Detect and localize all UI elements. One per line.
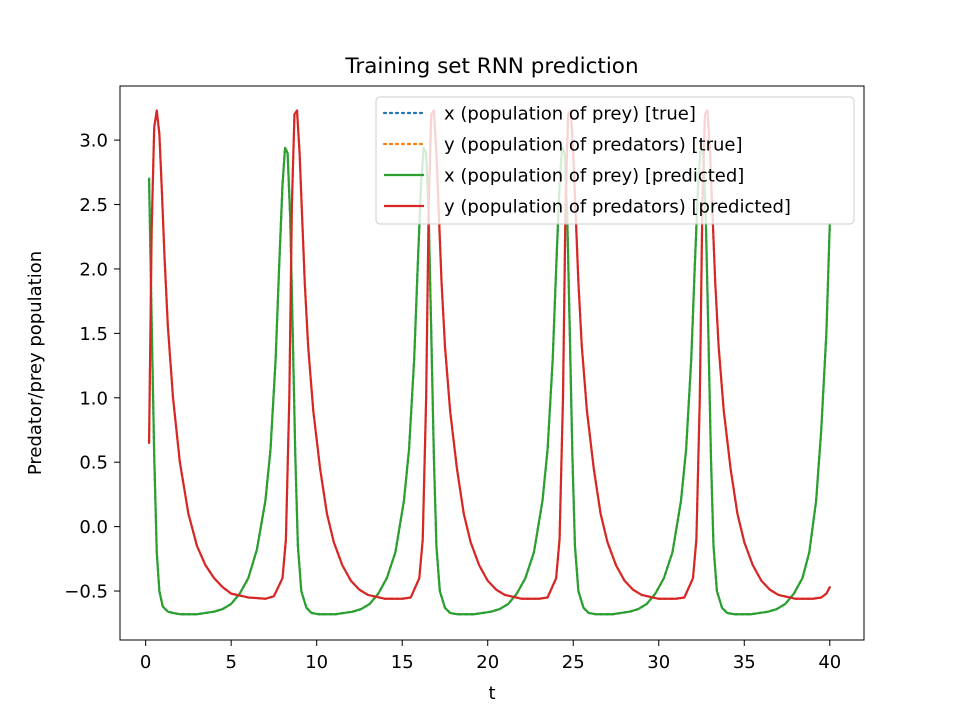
x-tick-label: 0 [140, 652, 151, 673]
y-tick-label: −0.5 [64, 582, 108, 603]
y-axis: −0.5 0.0 0.5 1.0 1.5 2.0 2.5 3.0 [64, 131, 120, 603]
legend: x (population of prey) [true] y (populati… [375, 96, 855, 225]
y-tick-label: 0.0 [79, 517, 108, 538]
x-tick-label: 15 [391, 652, 414, 673]
y-tick-label: 1.5 [79, 324, 108, 345]
x-tick-label: 30 [647, 652, 670, 673]
legend-frame [375, 96, 855, 225]
legend-label-4: y (population of predators) [predicted] [444, 197, 791, 218]
x-tick-label: 20 [476, 652, 499, 673]
legend-label-2: y (population of predators) [true] [444, 135, 743, 156]
series-line-3 [147, 146, 831, 616]
legend-label-3: x (population of prey) [predicted] [444, 166, 744, 187]
x-tick-label: 5 [225, 652, 236, 673]
y-tick-label: 1.0 [79, 388, 108, 409]
x-tick-label: 25 [562, 652, 585, 673]
x-axis-label: t [488, 683, 495, 704]
y-tick-label: 0.5 [79, 453, 108, 474]
legend-entries: x (population of prey) [true] y (populati… [382, 104, 791, 218]
chart-title: Training set RNN prediction [344, 54, 638, 79]
x-tick-label: 10 [305, 652, 328, 673]
legend-label-1: x (population of prey) [true] [444, 104, 696, 125]
axes-frame [119, 85, 865, 641]
x-axis: 0 5 10 15 20 25 30 35 40 [140, 640, 841, 673]
x-tick-label: 40 [818, 652, 841, 673]
y-axis-label: Predator/prey population [25, 251, 46, 475]
y-tick-label: 3.0 [79, 131, 108, 152]
y-tick-label: 2.5 [79, 195, 108, 216]
y-tick-label: 2.0 [79, 259, 108, 280]
x-tick-label: 35 [733, 652, 756, 673]
